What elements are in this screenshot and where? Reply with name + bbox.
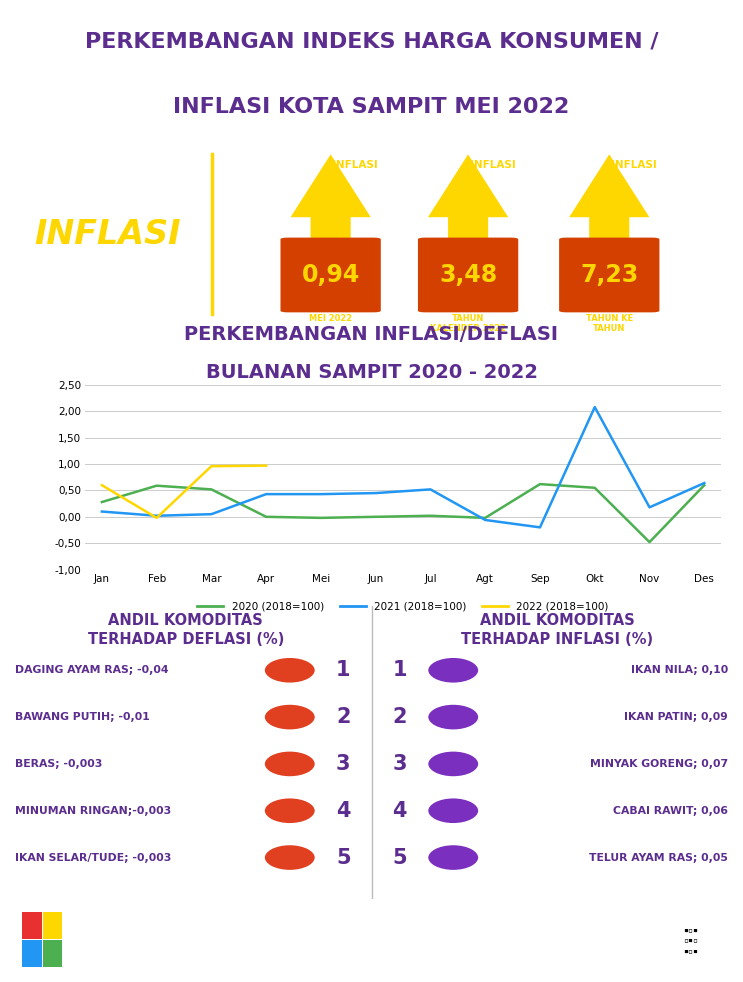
- Text: 1: 1: [336, 660, 351, 681]
- Text: 2: 2: [336, 707, 351, 727]
- Text: 3: 3: [392, 754, 407, 774]
- Ellipse shape: [426, 844, 480, 872]
- Text: MINYAK GORENG; 0,07: MINYAK GORENG; 0,07: [590, 759, 728, 769]
- Ellipse shape: [426, 656, 480, 684]
- Bar: [43, 941, 62, 967]
- Bar: [22, 941, 42, 967]
- Text: MEI 2022: MEI 2022: [309, 314, 352, 323]
- Text: 2: 2: [392, 707, 407, 727]
- Text: 0,94: 0,94: [302, 263, 360, 287]
- Text: ▪▫▪
▫▪▫
▪▫▪: ▪▫▪ ▫▪▫ ▪▫▪: [684, 925, 698, 955]
- Text: 5: 5: [392, 847, 407, 867]
- FancyBboxPatch shape: [418, 238, 518, 312]
- Text: INFLASI: INFLASI: [34, 218, 181, 250]
- Ellipse shape: [263, 796, 317, 825]
- Ellipse shape: [426, 703, 480, 732]
- Bar: [43, 912, 62, 939]
- Text: TAHUN KE
TAHUN: TAHUN KE TAHUN: [585, 314, 633, 334]
- Text: TELUR AYAM RAS; 0,05: TELUR AYAM RAS; 0,05: [589, 852, 728, 862]
- Ellipse shape: [263, 750, 317, 778]
- Text: INFLASI: INFLASI: [470, 159, 516, 170]
- Text: BADAN PUSAT STATISTIK: BADAN PUSAT STATISTIK: [85, 916, 279, 931]
- Text: BULANAN SAMPIT 2020 - 2022: BULANAN SAMPIT 2020 - 2022: [206, 362, 537, 382]
- Ellipse shape: [263, 703, 317, 732]
- Polygon shape: [291, 154, 371, 254]
- Ellipse shape: [426, 796, 480, 825]
- Text: ANDIL KOMODITAS
TERHADAP INFLASI (%): ANDIL KOMODITAS TERHADAP INFLASI (%): [461, 613, 653, 647]
- Text: KABUPATEN KOTAWARINGIN TIMUR: KABUPATEN KOTAWARINGIN TIMUR: [85, 950, 360, 964]
- Text: 7,23: 7,23: [580, 263, 638, 287]
- Text: IKAN PATIN; 0,09: IKAN PATIN; 0,09: [624, 712, 728, 722]
- Bar: [652, 907, 730, 974]
- Text: IKAN NILA; 0,10: IKAN NILA; 0,10: [631, 665, 728, 676]
- Legend: 2020 (2018=100), 2021 (2018=100), 2022 (2018=100): 2020 (2018=100), 2021 (2018=100), 2022 (…: [193, 598, 613, 616]
- Polygon shape: [569, 154, 649, 254]
- Text: PERKEMBANGAN INDEKS HARGA KONSUMEN /: PERKEMBANGAN INDEKS HARGA KONSUMEN /: [85, 31, 658, 52]
- Bar: [22, 912, 42, 939]
- Text: 5: 5: [336, 847, 351, 867]
- Text: MINUMAN RINGAN;-0,003: MINUMAN RINGAN;-0,003: [15, 806, 171, 816]
- Text: 1: 1: [392, 660, 407, 681]
- Text: 4: 4: [392, 800, 407, 821]
- Ellipse shape: [263, 844, 317, 872]
- Text: TAHUN
KALENDER 2022: TAHUN KALENDER 2022: [430, 314, 506, 334]
- Text: INFLASI: INFLASI: [332, 159, 378, 170]
- Text: 4: 4: [336, 800, 351, 821]
- Text: 3: 3: [336, 754, 351, 774]
- Text: INFLASI KOTA SAMPIT MEI 2022: INFLASI KOTA SAMPIT MEI 2022: [173, 97, 570, 118]
- Text: PERKEMBANGAN INFLASI/DEFLASI: PERKEMBANGAN INFLASI/DEFLASI: [184, 325, 559, 345]
- Text: BAWANG PUTIH; -0,01: BAWANG PUTIH; -0,01: [15, 712, 149, 722]
- Ellipse shape: [426, 750, 480, 778]
- Text: DAGING AYAM RAS; -0,04: DAGING AYAM RAS; -0,04: [15, 665, 169, 676]
- Text: 3,48: 3,48: [439, 263, 497, 287]
- Text: IKAN SELAR/TUDE; -0,003: IKAN SELAR/TUDE; -0,003: [15, 852, 171, 862]
- Text: INFLASI: INFLASI: [611, 159, 657, 170]
- FancyBboxPatch shape: [281, 238, 380, 312]
- Ellipse shape: [263, 656, 317, 684]
- FancyBboxPatch shape: [559, 238, 660, 312]
- Text: CABAI RAWIT; 0,06: CABAI RAWIT; 0,06: [613, 806, 728, 816]
- Polygon shape: [428, 154, 508, 254]
- Text: ANDIL KOMODITAS
TERHADAP DEFLASI (%): ANDIL KOMODITAS TERHADAP DEFLASI (%): [88, 613, 284, 647]
- Text: BERAS; -0,003: BERAS; -0,003: [15, 759, 103, 769]
